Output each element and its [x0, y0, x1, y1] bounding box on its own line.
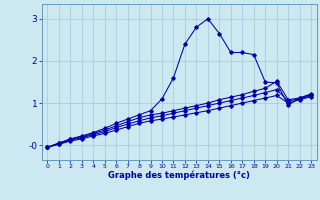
X-axis label: Graphe des températures (°c): Graphe des températures (°c) [108, 171, 250, 180]
